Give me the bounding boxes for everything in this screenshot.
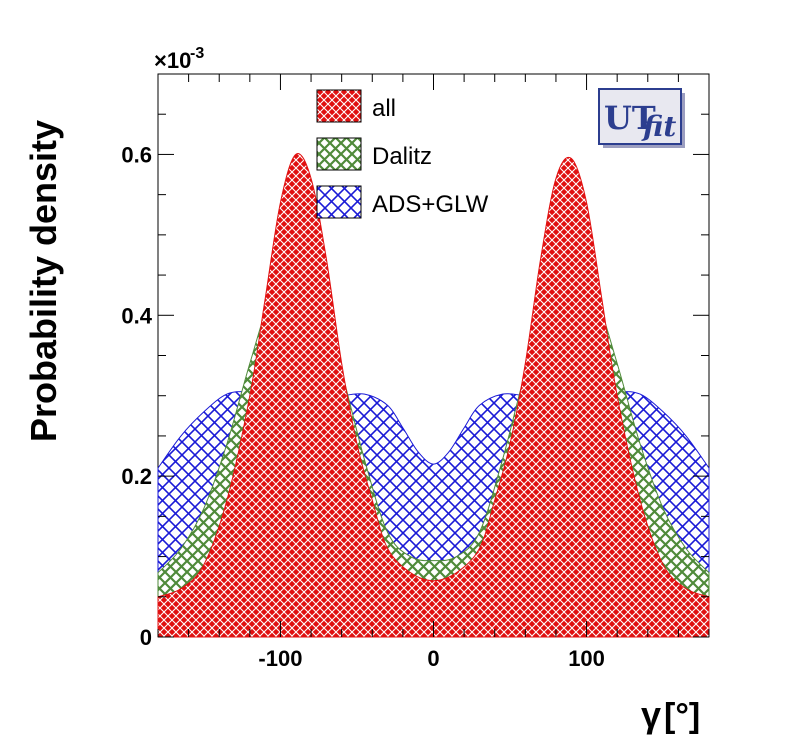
utfit-logo: UT fit bbox=[598, 88, 685, 148]
legend-label-all: all bbox=[372, 95, 396, 122]
y-tick-label: 0 bbox=[140, 625, 152, 650]
x-axis-unit: [°] bbox=[664, 697, 700, 735]
legend-swatch-ads-glw bbox=[316, 185, 362, 219]
y-tick-label: 0.4 bbox=[121, 303, 152, 328]
legend-label-ads-glw: ADS+GLW bbox=[372, 191, 489, 218]
legend: all Dalitz ADS+GLW bbox=[316, 89, 489, 219]
legend-swatch-all bbox=[316, 89, 362, 123]
x-tick-label: -100 bbox=[258, 646, 302, 671]
series-all-area bbox=[157, 153, 710, 638]
y-axis-title: Probability density bbox=[23, 120, 64, 442]
x-tick-label: 100 bbox=[568, 646, 605, 671]
x-tick-label: 0 bbox=[427, 646, 439, 671]
series-layer bbox=[157, 153, 710, 638]
y-exponent-power: -3 bbox=[190, 45, 204, 62]
logo-main-text: UT bbox=[604, 99, 656, 137]
legend-swatch-dalitz bbox=[316, 137, 362, 171]
axis-layer: -100 0 100 0 0.2 0.4 0.6 bbox=[121, 73, 710, 671]
x-axis-symbol: γ bbox=[641, 694, 661, 735]
logo-sub-text: fit bbox=[641, 110, 676, 143]
y-tick-label: 0.2 bbox=[121, 464, 152, 489]
legend-label-dalitz: Dalitz bbox=[372, 143, 432, 170]
y-tick-label: 0.6 bbox=[121, 142, 152, 167]
y-exponent-base: ×10 bbox=[154, 48, 191, 73]
